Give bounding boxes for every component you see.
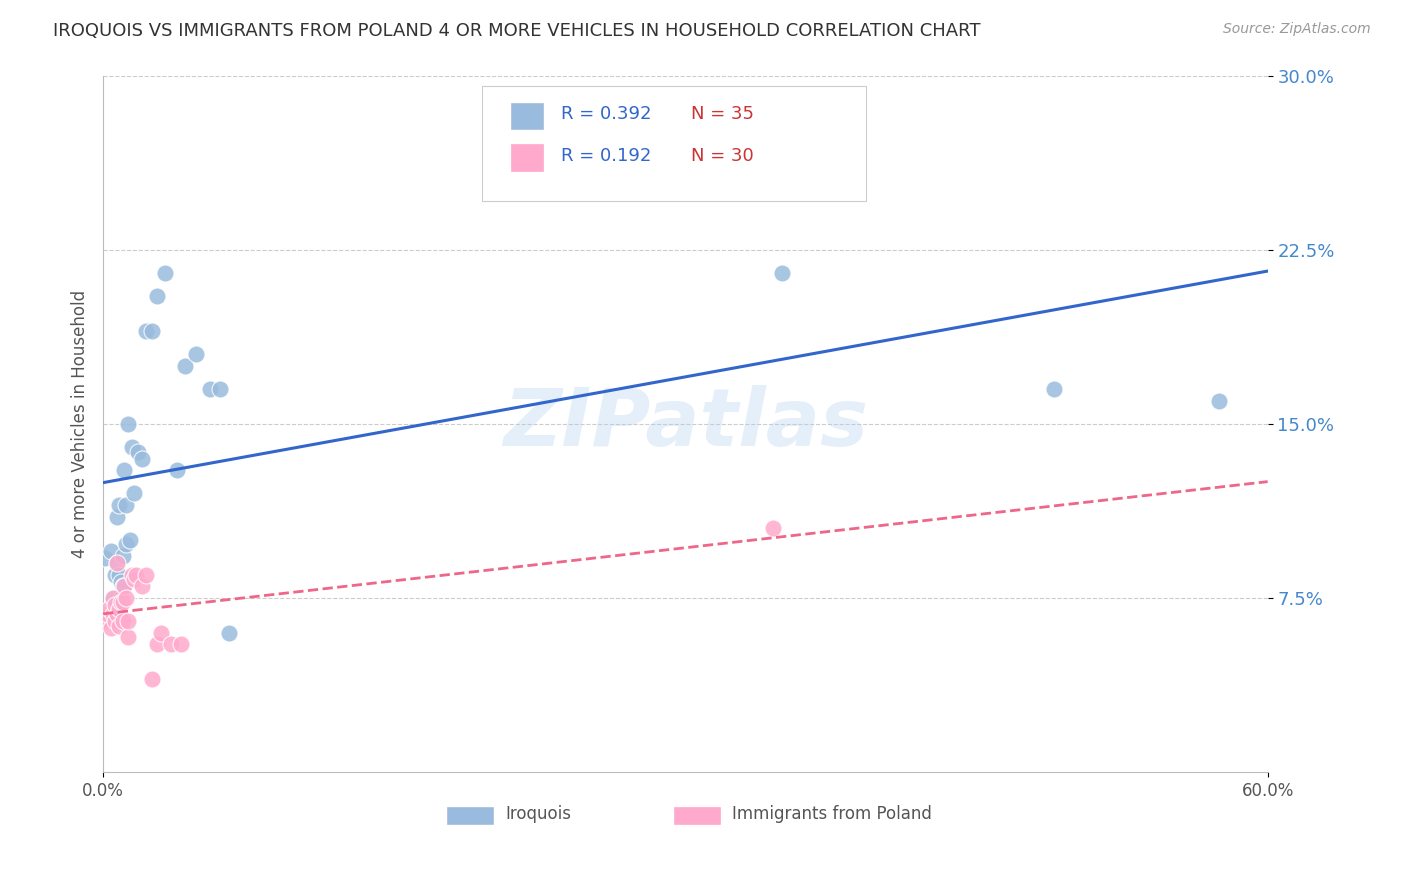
Point [122,486,145,500]
Point [772,266,794,280]
Text: R = 0.192: R = 0.192 [561,146,651,165]
Point [173,359,195,373]
Point [96,607,118,621]
Point [141,324,163,338]
Point [198,382,221,396]
Point [115,498,138,512]
Point [208,382,231,396]
Text: Immigrants from Poland: Immigrants from Poland [733,805,932,822]
Point [105,556,128,570]
Point [111,614,134,628]
Point [104,567,127,582]
FancyBboxPatch shape [673,806,720,824]
Point [94,614,117,628]
Point [762,521,785,535]
Point [117,417,139,431]
Point [114,463,136,477]
Point [107,602,129,616]
Point [120,533,142,547]
Point [218,625,240,640]
Point [122,572,145,586]
Text: R = 0.392: R = 0.392 [561,105,651,123]
Point [115,591,138,605]
Point [150,625,173,640]
Point [104,614,127,628]
Point [155,266,177,280]
Point [100,544,122,558]
FancyBboxPatch shape [510,103,543,129]
Point [114,579,136,593]
Point [110,574,132,589]
Point [107,618,129,632]
Point [111,579,134,593]
Point [111,549,134,563]
Point [135,324,157,338]
FancyBboxPatch shape [482,86,866,201]
Point [101,591,124,605]
Point [131,451,153,466]
Point [101,607,124,621]
Point [94,551,117,566]
Point [115,537,138,551]
FancyBboxPatch shape [447,806,494,824]
Point [100,621,122,635]
Point [146,637,169,651]
Point [135,567,157,582]
Point [186,347,208,361]
Point [105,509,128,524]
Point [107,498,129,512]
Point [479,103,502,118]
Point [121,440,143,454]
Point [166,463,188,477]
Point [105,607,128,621]
Point [127,444,149,458]
Text: ZIPatlas: ZIPatlas [503,384,868,463]
Point [117,630,139,644]
Point [170,637,193,651]
Text: Source: ZipAtlas.com: Source: ZipAtlas.com [1223,22,1371,37]
Point [105,556,128,570]
Point [111,595,134,609]
Text: Iroquois: Iroquois [505,805,571,822]
Point [131,579,153,593]
Point [141,672,163,686]
Point [117,614,139,628]
Point [97,602,120,616]
Point [110,591,132,605]
Point [104,598,127,612]
Point [101,591,124,605]
Text: N = 35: N = 35 [692,105,754,123]
Text: IROQUOIS VS IMMIGRANTS FROM POLAND 4 OR MORE VEHICLES IN HOUSEHOLD CORRELATION C: IROQUOIS VS IMMIGRANTS FROM POLAND 4 OR … [53,22,981,40]
Point [146,289,169,303]
Point [125,567,148,582]
Point [1043,382,1066,396]
Point [160,637,183,651]
FancyBboxPatch shape [510,145,543,171]
Point [110,595,132,609]
Point [121,567,143,582]
Point [107,567,129,582]
Text: N = 30: N = 30 [692,146,754,165]
Point [1208,393,1230,408]
Y-axis label: 4 or more Vehicles in Household: 4 or more Vehicles in Household [72,290,89,558]
